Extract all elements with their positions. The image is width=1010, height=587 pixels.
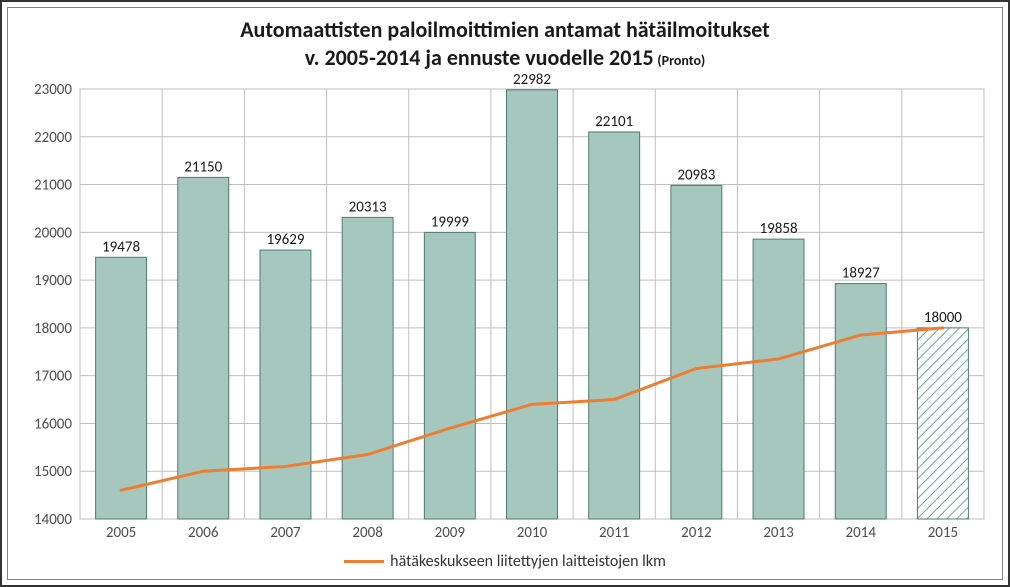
bar [178,177,229,519]
y-tick-label: 18000 [34,320,72,338]
x-tick-label: 2006 [188,524,219,542]
chart-title-source: (Pronto) [657,52,705,69]
bar-value-label: 18927 [842,265,880,283]
bar-value-label: 21150 [184,158,222,176]
bar [671,185,722,519]
bar [753,239,804,519]
bar [424,232,475,519]
x-tick-label: 2015 [928,524,958,542]
x-tick-label: 2012 [681,524,711,542]
bar-value-label: 20983 [677,166,715,184]
y-tick-label: 20000 [34,224,72,242]
bar [917,328,968,519]
bar [260,250,311,519]
x-tick-label: 2011 [599,524,629,542]
y-tick-label: 17000 [34,368,72,386]
bar-value-label: 22982 [513,71,551,89]
y-tick-label: 21000 [34,177,72,195]
bar [507,90,558,519]
bar [96,257,147,519]
chart-outer-frame: Automaattisten paloilmoittimien antamat … [0,0,1010,587]
bar-value-label: 22101 [595,113,633,131]
y-tick-label: 23000 [34,81,72,99]
chart-inner-frame: Automaattisten paloilmoittimien antamat … [7,7,1003,580]
y-tick-label: 19000 [34,272,72,290]
bar-value-label: 19478 [102,238,140,256]
bar [835,284,886,519]
chart-svg: 14000 15000 16000 17000 18000 19000 20000 21000… [8,71,1002,543]
chart-title-line2: v. 2005-2014 ja ennuste vuodelle 2015 [305,44,654,71]
x-tick-label: 2014 [846,524,877,542]
x-tick-label: 2008 [352,524,382,542]
bar-value-label: 19858 [760,220,798,238]
bar-value-label: 19999 [431,213,469,231]
legend-line-swatch [344,560,384,563]
chart-title-block: Automaattisten paloilmoittimien antamat … [240,16,770,71]
x-tick-label: 2005 [106,524,136,542]
bar-value-label: 18000 [924,309,962,327]
bar [589,132,640,519]
x-tick-label: 2010 [517,524,548,542]
x-tick-label: 2009 [435,524,466,542]
y-tick-label: 14000 [34,511,72,529]
legend-label: hätäkeskukseen liitettyjen laitteistojen… [390,552,666,571]
y-tick-label: 16000 [34,415,72,433]
bar-value-label: 19629 [266,231,304,249]
plot-area-wrapper: 14000 15000 16000 17000 18000 19000 20000 21000… [8,71,1002,543]
y-tick-label: 15000 [34,463,72,481]
x-tick-label: 2007 [270,524,301,542]
chart-title-line1: Automaattisten paloilmoittimien antamat … [240,16,770,44]
bar [342,217,393,519]
bar-value-label: 20313 [349,198,387,216]
y-tick-label: 22000 [34,129,72,147]
chart-legend: hätäkeskukseen liitettyjen laitteistojen… [344,543,666,579]
x-tick-label: 2013 [763,524,794,542]
